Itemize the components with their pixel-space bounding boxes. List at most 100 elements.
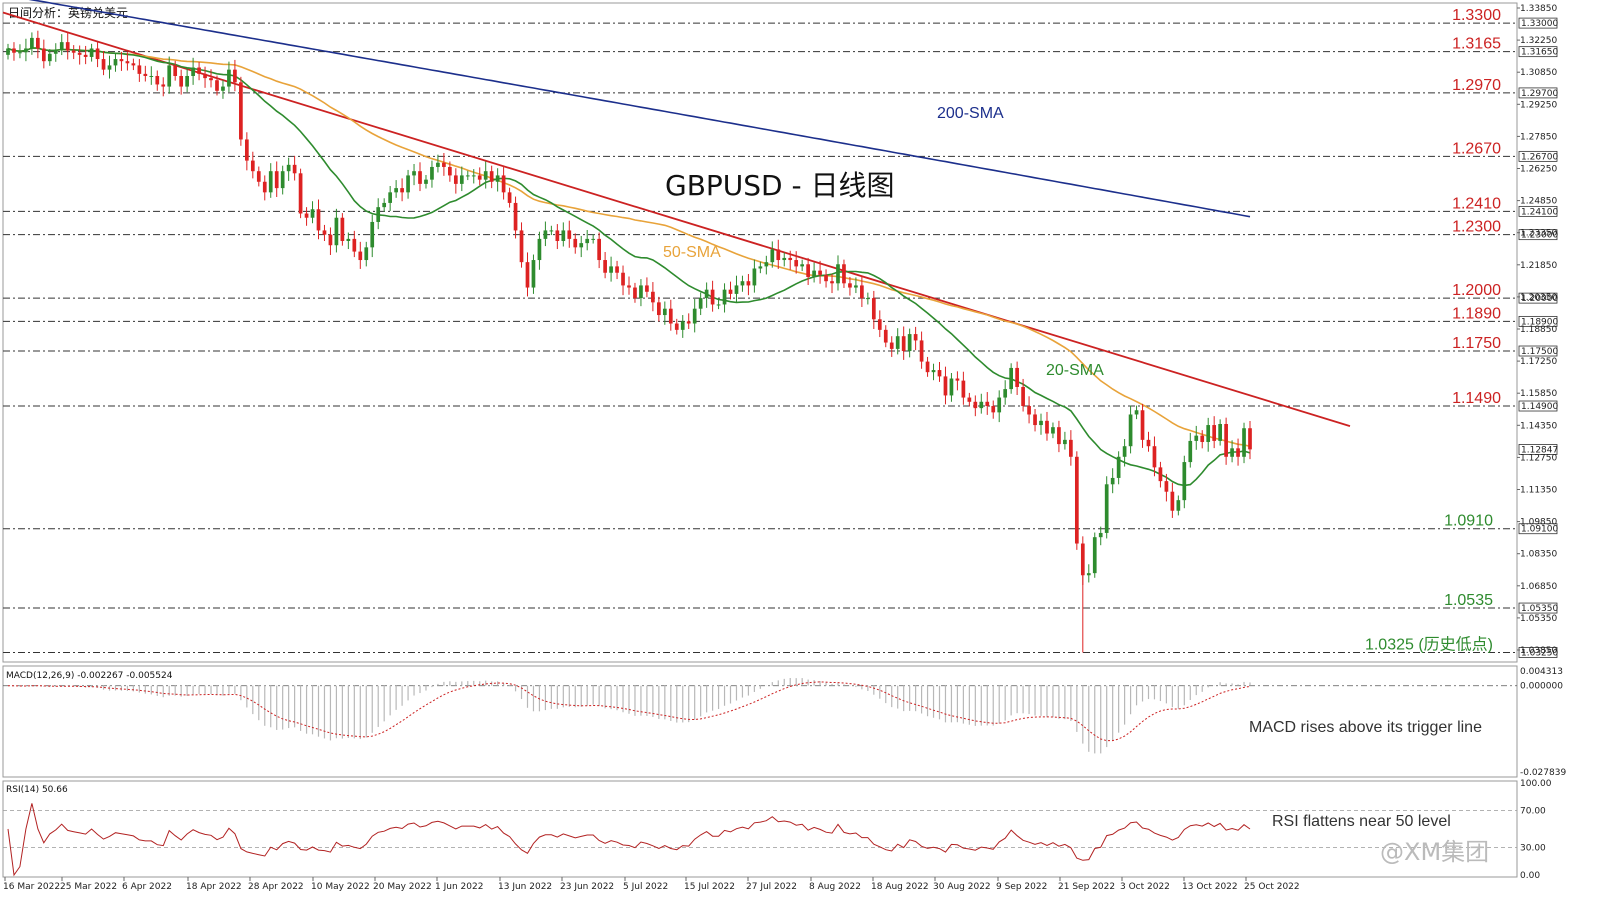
- candle-body: [716, 304, 721, 306]
- price-axis-label: 1.26250: [1520, 165, 1557, 175]
- level-box-text: 1.05350: [1521, 604, 1558, 614]
- candle-body: [483, 171, 488, 180]
- candle-body: [125, 61, 130, 64]
- macd-axis-label: -0.027839: [1520, 768, 1566, 778]
- candle-body: [824, 274, 828, 282]
- candle-body: [197, 67, 201, 74]
- candle-body: [1188, 440, 1193, 463]
- level-box-text: 1.20000: [1521, 294, 1558, 304]
- price-axis-label: 1.03850: [1520, 646, 1557, 656]
- chart-title: GBPUSD - 日线图: [665, 169, 895, 202]
- candle-body: [388, 192, 393, 203]
- candle-body: [394, 188, 398, 193]
- candle-body: [1098, 532, 1103, 538]
- candle-body: [1116, 456, 1121, 478]
- candle-body: [1164, 481, 1169, 492]
- candle-body: [1218, 423, 1222, 441]
- candle-body: [561, 230, 566, 242]
- candle-body: [298, 173, 303, 214]
- candle-body: [53, 49, 58, 54]
- date-label: 13 Jun 2022: [498, 882, 552, 892]
- candle-body: [913, 334, 918, 341]
- level-label: 1.2410: [1452, 195, 1501, 212]
- level-box: [1518, 150, 1558, 162]
- candle-body: [877, 319, 882, 330]
- candle-body: [167, 65, 172, 87]
- level-box-text: 1.26700: [1521, 152, 1558, 162]
- candle-body: [895, 336, 900, 349]
- candle-body: [65, 42, 70, 51]
- rsi-axis-label: 70.00: [1520, 807, 1546, 817]
- level-label: 1.2670: [1452, 140, 1501, 157]
- candle-body: [1170, 491, 1175, 511]
- candle-body: [788, 257, 793, 261]
- candle-body: [376, 207, 381, 222]
- candle-body: [662, 308, 667, 316]
- candle-body: [501, 175, 506, 193]
- candle-body: [1003, 389, 1008, 398]
- date-label: 6 Apr 2022: [122, 882, 172, 892]
- candle-body: [209, 78, 213, 81]
- candle-body: [1212, 425, 1217, 441]
- level-box: [1518, 205, 1558, 217]
- candle-body: [549, 230, 554, 232]
- sma-layer: [7, 0, 1251, 487]
- candle-body: [525, 262, 530, 288]
- candle-body: [615, 266, 619, 273]
- candle-body: [806, 264, 810, 277]
- macd-annotation: MACD rises above its trigger line: [1249, 719, 1482, 736]
- candle-body: [495, 175, 500, 182]
- candle-body: [1134, 410, 1139, 415]
- candle-body: [597, 238, 601, 261]
- rsi-axis-label: 30.00: [1520, 843, 1546, 853]
- candle-body: [740, 281, 745, 286]
- candle-body: [6, 48, 10, 55]
- price-axis-label: 1.15850: [1520, 389, 1557, 399]
- candle-body: [346, 238, 351, 242]
- watermark: @XM集团: [1380, 838, 1489, 866]
- candle-body: [782, 257, 787, 261]
- candle-body: [645, 285, 649, 292]
- candle-body: [1039, 420, 1043, 426]
- candle-body: [418, 171, 422, 184]
- macd-axis-label: 0.004313: [1520, 667, 1563, 677]
- candle-body: [77, 52, 82, 55]
- price-axis-label: 1.14350: [1520, 421, 1557, 431]
- candle-body: [537, 238, 542, 261]
- level-label: 1.2300: [1452, 219, 1501, 236]
- level-box: [1518, 292, 1558, 304]
- candle-body: [603, 260, 607, 273]
- candles-layer: [6, 30, 1252, 653]
- level-label: 1.3165: [1452, 36, 1501, 53]
- candle-body: [256, 171, 261, 182]
- price-axis-label: 1.24850: [1520, 197, 1557, 207]
- date-label: 16 Mar 2022: [3, 882, 60, 892]
- candle-body: [698, 298, 703, 309]
- sma20-label: 20-SMA: [1046, 362, 1104, 379]
- price-axis-label: 1.12750: [1520, 453, 1557, 463]
- candle-body: [1074, 456, 1079, 544]
- level-box: [1518, 315, 1558, 327]
- candle-body: [1236, 448, 1240, 457]
- candle-body: [370, 221, 375, 248]
- candle-body: [185, 75, 189, 87]
- candle-body: [651, 291, 655, 303]
- candle-body: [406, 175, 410, 193]
- date-label: 18 Apr 2022: [186, 882, 242, 892]
- level-box: [1518, 345, 1558, 357]
- level-box-text: 1.33000: [1521, 19, 1558, 29]
- level-box-text: 1.29700: [1521, 89, 1558, 99]
- candle-body: [543, 230, 548, 239]
- candle-body: [477, 175, 482, 180]
- price-axis-label: 1.33850: [1520, 4, 1557, 14]
- candle-body: [155, 75, 160, 85]
- candle-body: [1152, 446, 1157, 468]
- main-panel-frame: [2, 2, 1518, 663]
- candle-body: [1248, 428, 1252, 450]
- level-label: 1.3300: [1452, 7, 1501, 24]
- candle-body: [340, 217, 345, 242]
- candle-body: [674, 323, 679, 330]
- candle-body: [1176, 500, 1181, 511]
- level-label: 1.2000: [1452, 282, 1501, 299]
- date-label: 10 May 2022: [311, 882, 370, 892]
